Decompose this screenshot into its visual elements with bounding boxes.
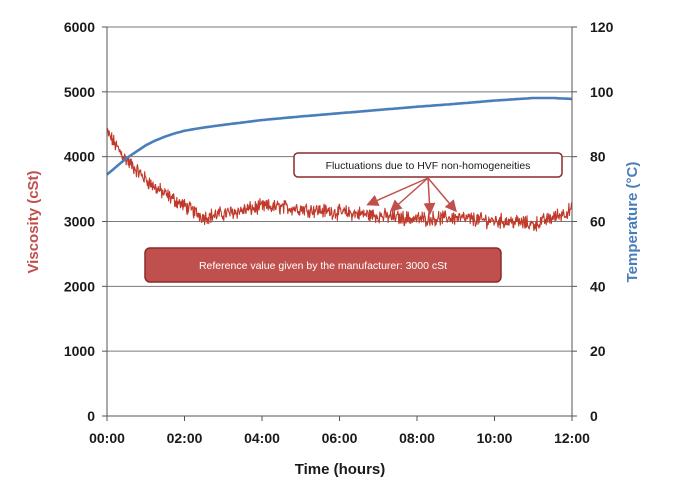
reference-callout-text: Reference value given by the manufacture… [199,260,447,272]
fluctuation-callout-box [293,152,563,178]
callout-arrow-4 [427,177,457,213]
y2-tick-label: 0 [590,408,598,424]
y-tick-label: 5000 [64,84,95,100]
y-tick-label: 6000 [64,19,95,35]
y2-axis-title: Temperature (°C) [624,162,641,283]
y-tick-label: 1000 [64,343,95,359]
y2-tick-label: 60 [590,214,606,230]
reference-callout: Reference value given by the manufacture… [144,247,502,283]
y2-tick-label: 80 [590,149,606,165]
x-tick-label: 06:00 [322,430,358,446]
x-tick-label: 04:00 [244,430,280,446]
series-layer [106,96,573,232]
temperature-series-line [106,96,573,176]
tick-labels: 0 1000 2000 3000 4000 5000 6000 0 20 40 60 80 100 120… [64,19,614,446]
callout-arrow-3 [423,177,436,215]
x-tick-label: 02:00 [167,430,203,446]
callout-arrow-1 [366,177,429,206]
x-axis-title: Time (hours) [295,461,386,478]
callout-arrow-2 [389,177,429,212]
viscosity-series-line [106,127,573,232]
y2-tick-label: 120 [590,19,614,35]
reference-callout-box [144,247,502,283]
x-tick-label: 00:00 [89,430,125,446]
gridlines [107,26,572,352]
x-tick-label: 08:00 [399,430,435,446]
y2-tick-label: 100 [590,84,614,100]
y-tick-label: 0 [87,408,95,424]
x-tick-label: 10:00 [477,430,513,446]
y-tick-label: 3000 [64,214,95,230]
fluctuation-callout-text: Fluctuations due to HVF non-homogeneitie… [326,160,531,172]
y2-tick-label: 40 [590,278,606,294]
x-tick-label: 12:00 [554,430,590,446]
y-tick-label: 4000 [64,149,95,165]
fluctuation-callout: Fluctuations due to HVF non-homogeneitie… [293,152,563,215]
y-axis-title: Viscosity (cSt) [25,170,42,273]
y-tick-label: 2000 [64,278,95,294]
y2-tick-label: 20 [590,343,606,359]
